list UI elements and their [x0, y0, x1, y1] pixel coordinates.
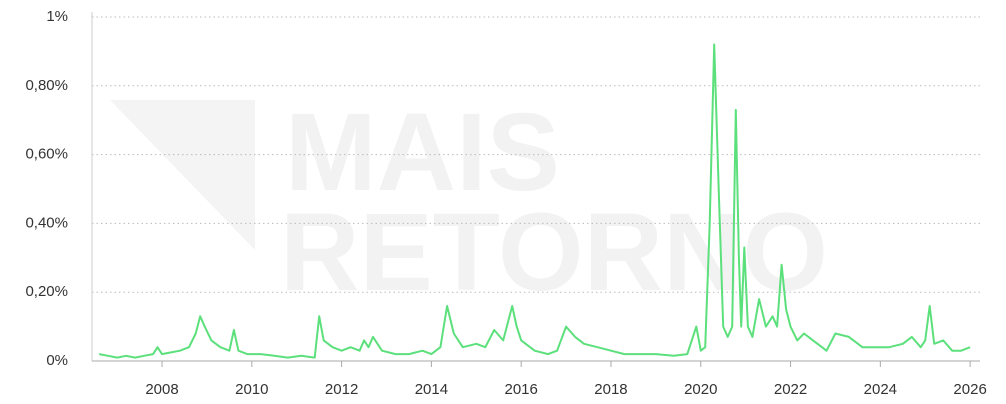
watermark-logo: [110, 100, 255, 250]
x-tick-label: 2022: [774, 381, 807, 398]
y-tick-label: 0,60%: [25, 146, 68, 163]
watermark-text: RETORNO: [280, 191, 828, 314]
y-tick-label: 0,20%: [25, 283, 68, 300]
x-tick-label: 2010: [235, 381, 268, 398]
x-tick-label: 2018: [594, 381, 627, 398]
watermark: MAIS RETORNO: [110, 91, 828, 314]
x-tick-label: 2026: [953, 381, 986, 398]
x-tick-label: 2008: [145, 381, 178, 398]
y-tick-label: 0%: [46, 352, 68, 369]
y-tick-label: 0,80%: [25, 77, 68, 94]
x-tick-label: 2012: [325, 381, 358, 398]
x-tick-label: 2014: [415, 381, 448, 398]
x-tick-label: 2020: [684, 381, 717, 398]
x-tick-label: 2016: [504, 381, 537, 398]
data-line: [99, 43, 971, 359]
x-tick-label: 2024: [864, 381, 897, 398]
y-tick-label: 0,40%: [25, 214, 68, 231]
y-tick-label: 1%: [46, 8, 68, 25]
watermark-text: MAIS: [285, 91, 560, 214]
